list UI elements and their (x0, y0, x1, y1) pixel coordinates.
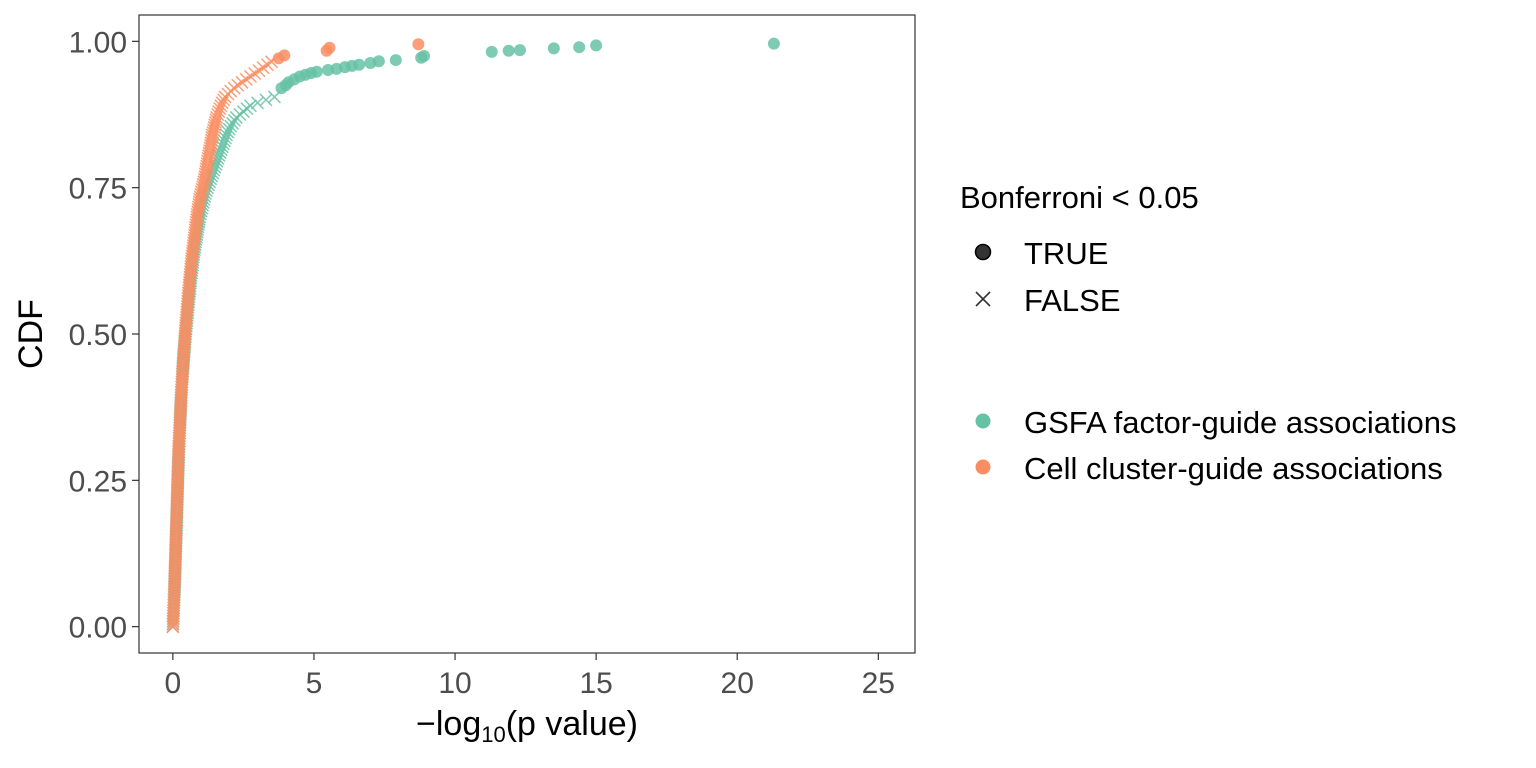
data-point-circle (547, 42, 560, 55)
data-point-cross (193, 190, 207, 204)
data-point-cross (202, 149, 216, 163)
data-point-cross (203, 144, 217, 158)
legend-gsfa-color-icon (975, 413, 991, 429)
data-point-cross (205, 128, 219, 142)
legend-true-circle-icon (974, 243, 992, 261)
data-point-cross (208, 118, 222, 132)
data-point-cross (201, 151, 215, 165)
data-point-cross (197, 172, 211, 186)
data-point-cross (196, 177, 210, 191)
data-point-cross (203, 141, 217, 155)
data-point-cross (197, 175, 211, 189)
y-tick-label: 0.00 (69, 612, 127, 645)
data-point-cross (199, 164, 213, 178)
x-axis-label: −log10(p value) (416, 705, 638, 747)
data-point-cross (203, 138, 218, 152)
data-point-circle (310, 65, 323, 78)
data-point-cross (207, 120, 221, 134)
y-tick-label: 0.25 (69, 465, 127, 498)
data-point-cross (204, 133, 218, 147)
data-point-cross (199, 162, 213, 176)
legend-false-label: FALSE (1024, 283, 1121, 318)
y-tick-label: 1.00 (69, 26, 127, 59)
data-points (166, 37, 780, 634)
y-axis: 0.00 0.25 0.50 0.75 1.00 (69, 26, 139, 645)
data-point-circle (389, 54, 402, 67)
legend-cluster-color-icon (975, 459, 991, 475)
data-point-cross (205, 131, 219, 145)
data-point-cross (222, 122, 236, 136)
data-point-cross (250, 96, 265, 110)
y-tick-label: 0.75 (69, 173, 127, 206)
data-point-cross (202, 146, 216, 160)
data-point-cross (208, 115, 222, 129)
data-point-cross (196, 180, 210, 194)
data-point-circle (767, 37, 780, 50)
x-axis: 0 5 10 15 20 25 (165, 653, 895, 700)
y-axis-label: CDF (12, 299, 50, 369)
x-tick-label: 25 (862, 667, 895, 700)
x-tick-label: 20 (721, 667, 754, 700)
x-tick-label: 0 (165, 667, 182, 700)
data-point-cross (201, 154, 215, 168)
data-point-cross (194, 185, 209, 199)
data-point-circle (513, 44, 526, 57)
x-tick-label: 5 (306, 667, 323, 700)
data-point-circle (590, 39, 603, 52)
legend-false-cross-icon (975, 291, 991, 307)
legend-true-label: TRUE (1024, 236, 1108, 271)
data-point-cross (206, 125, 220, 140)
data-point-circle (278, 49, 291, 62)
data-point-circle (353, 58, 366, 71)
x-axis-label-suffix: (p value) (506, 705, 638, 743)
data-point-circle (418, 49, 431, 62)
data-point-cross (259, 93, 273, 107)
data-point-cross (192, 195, 206, 209)
data-point-circle (573, 41, 586, 54)
x-tick-label: 15 (579, 667, 612, 700)
data-point-cross (204, 136, 218, 150)
legend-shape-title: Bonferroni < 0.05 (960, 180, 1199, 215)
data-point-cross (195, 182, 209, 196)
data-point-circle (485, 45, 498, 58)
data-point-circle (412, 38, 425, 51)
legend-cluster-label: Cell cluster-guide associations (1024, 451, 1443, 486)
data-point-circle (323, 41, 336, 54)
x-tick-label: 10 (438, 667, 471, 700)
data-point-cross (200, 157, 214, 171)
legend-gsfa-label: GSFA factor-guide associations (1024, 405, 1457, 440)
series-1 (166, 38, 425, 634)
data-point-cross (217, 93, 231, 107)
x-axis-label-subscript: 10 (481, 722, 505, 747)
data-point-circle (372, 55, 385, 68)
x-axis-label-prefix: −log (416, 705, 481, 743)
data-point-cross (193, 192, 207, 206)
data-point-cross (243, 99, 257, 113)
data-point-cross (200, 159, 214, 173)
data-point-cross (198, 170, 212, 184)
data-point-cross (194, 187, 208, 201)
data-point-cross (198, 167, 212, 181)
y-tick-label: 0.50 (69, 319, 127, 352)
data-point-cross (207, 123, 221, 137)
legend: Bonferroni < 0.05 TRUE FALSE GSFA factor… (960, 180, 1457, 486)
data-point-circle (502, 44, 515, 57)
